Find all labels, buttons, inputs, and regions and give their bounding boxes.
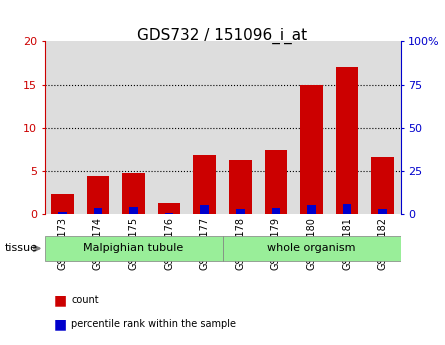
- Bar: [158, 203, 180, 214]
- Text: tissue: tissue: [4, 244, 37, 253]
- Text: GDS732 / 151096_i_at: GDS732 / 151096_i_at: [138, 28, 307, 44]
- Bar: [271, 208, 280, 214]
- Bar: [187, 41, 222, 214]
- Bar: [236, 209, 245, 214]
- Text: percentile rank within the sample: percentile rank within the sample: [71, 319, 236, 329]
- Bar: [116, 41, 151, 214]
- Text: ■: ■: [53, 293, 66, 307]
- Bar: [372, 157, 394, 214]
- Bar: [122, 172, 145, 214]
- Bar: [129, 207, 138, 214]
- Bar: [222, 41, 258, 214]
- Bar: [365, 41, 400, 214]
- Text: ■: ■: [53, 317, 66, 331]
- Bar: [329, 41, 365, 214]
- Bar: [336, 67, 358, 214]
- Text: count: count: [71, 295, 99, 305]
- Bar: [300, 85, 323, 214]
- Bar: [307, 205, 316, 214]
- Bar: [51, 194, 73, 214]
- Text: Malpighian tubule: Malpighian tubule: [83, 244, 184, 253]
- FancyBboxPatch shape: [222, 236, 400, 261]
- Bar: [58, 211, 67, 214]
- Bar: [258, 41, 294, 214]
- Bar: [80, 41, 116, 214]
- Bar: [265, 150, 287, 214]
- Bar: [343, 204, 352, 214]
- Bar: [151, 41, 187, 214]
- Bar: [229, 159, 251, 214]
- Bar: [93, 208, 102, 214]
- Bar: [194, 155, 216, 214]
- Bar: [200, 205, 209, 214]
- Bar: [87, 176, 109, 214]
- Bar: [165, 213, 174, 214]
- Bar: [44, 41, 80, 214]
- FancyBboxPatch shape: [44, 236, 222, 261]
- Text: whole organism: whole organism: [267, 244, 356, 253]
- Bar: [378, 209, 387, 214]
- Bar: [294, 41, 329, 214]
